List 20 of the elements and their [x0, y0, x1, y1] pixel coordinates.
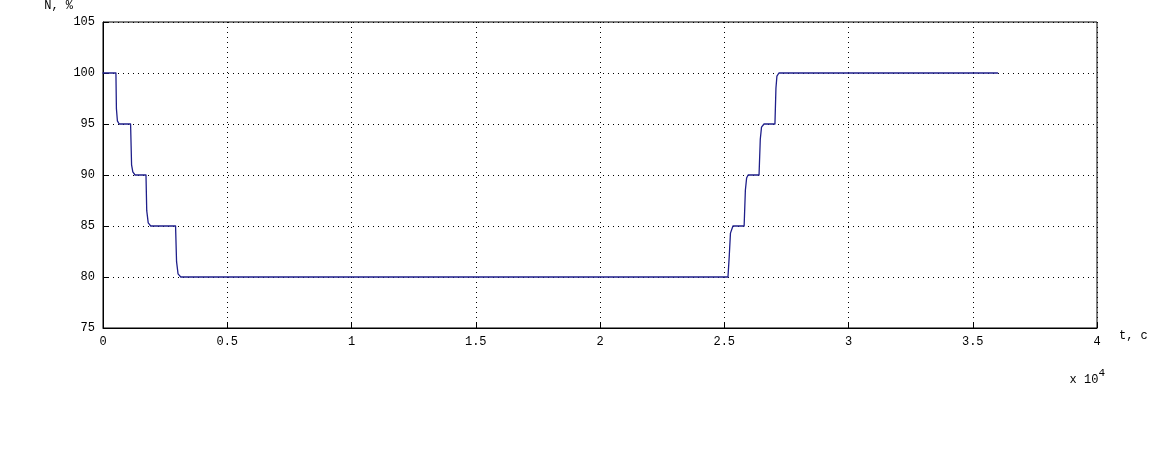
- x-tick-label: 1.5: [464, 335, 487, 349]
- x-tick-label: 3: [844, 335, 853, 349]
- line-series: [102, 72, 999, 278]
- y-axis-title: N, %: [44, 0, 74, 13]
- x-tick-label: 3.5: [961, 335, 984, 349]
- x-tick-label: 4: [1093, 335, 1101, 349]
- y-tick-label: 95: [80, 117, 95, 131]
- y-tick-label: 85: [80, 219, 95, 233]
- x-axis-title: t, c: [1119, 329, 1148, 343]
- y-tick-label: 75: [80, 321, 95, 335]
- y-tick-label: 105: [73, 15, 95, 29]
- x-tick-label: 1: [347, 335, 356, 349]
- x-tick-label: 0: [99, 335, 107, 349]
- x-tick-label: 2: [596, 335, 604, 349]
- y-tick-label: 100: [73, 66, 95, 80]
- text: x 104: [1069, 367, 1106, 387]
- x-tick-label: 0.5: [216, 335, 239, 349]
- y-tick-label: 90: [80, 168, 95, 182]
- x-tick-label: 2.5: [713, 335, 736, 349]
- y-tick-label: 80: [80, 270, 95, 284]
